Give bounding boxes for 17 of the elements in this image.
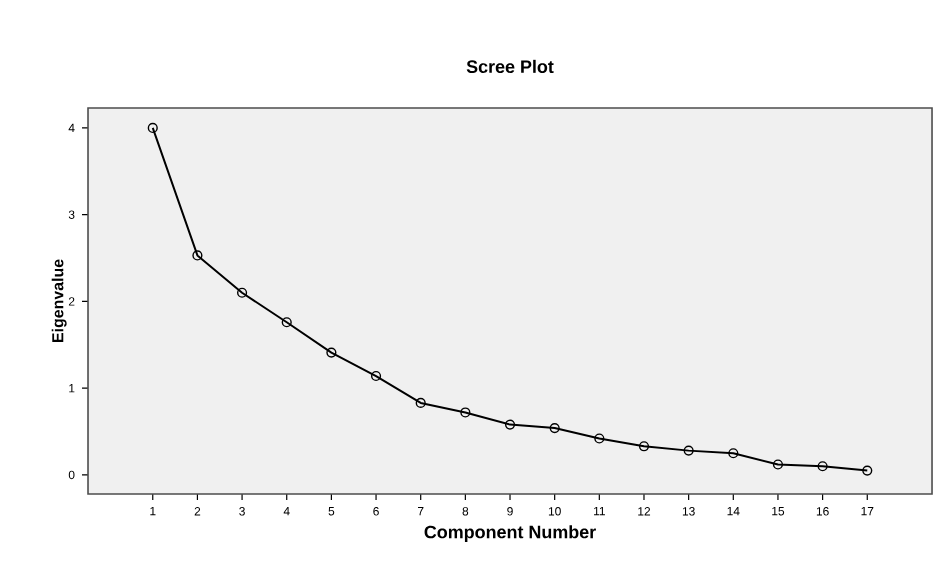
- point: [594, 433, 605, 444]
- point: [326, 347, 337, 358]
- point: [728, 448, 739, 459]
- point: [192, 250, 203, 261]
- point: [772, 459, 784, 470]
- point: [504, 419, 516, 430]
- point: [370, 370, 382, 382]
- chart-title: Scree Plot: [466, 59, 554, 74]
- point: [549, 422, 560, 434]
- point: [415, 397, 426, 408]
- point: [638, 441, 650, 452]
- point: [281, 317, 292, 328]
- point: [683, 445, 694, 456]
- point: [817, 461, 828, 472]
- point: [236, 287, 248, 298]
- point: [460, 407, 471, 418]
- x-axis-title: Component Number: [424, 525, 596, 542]
